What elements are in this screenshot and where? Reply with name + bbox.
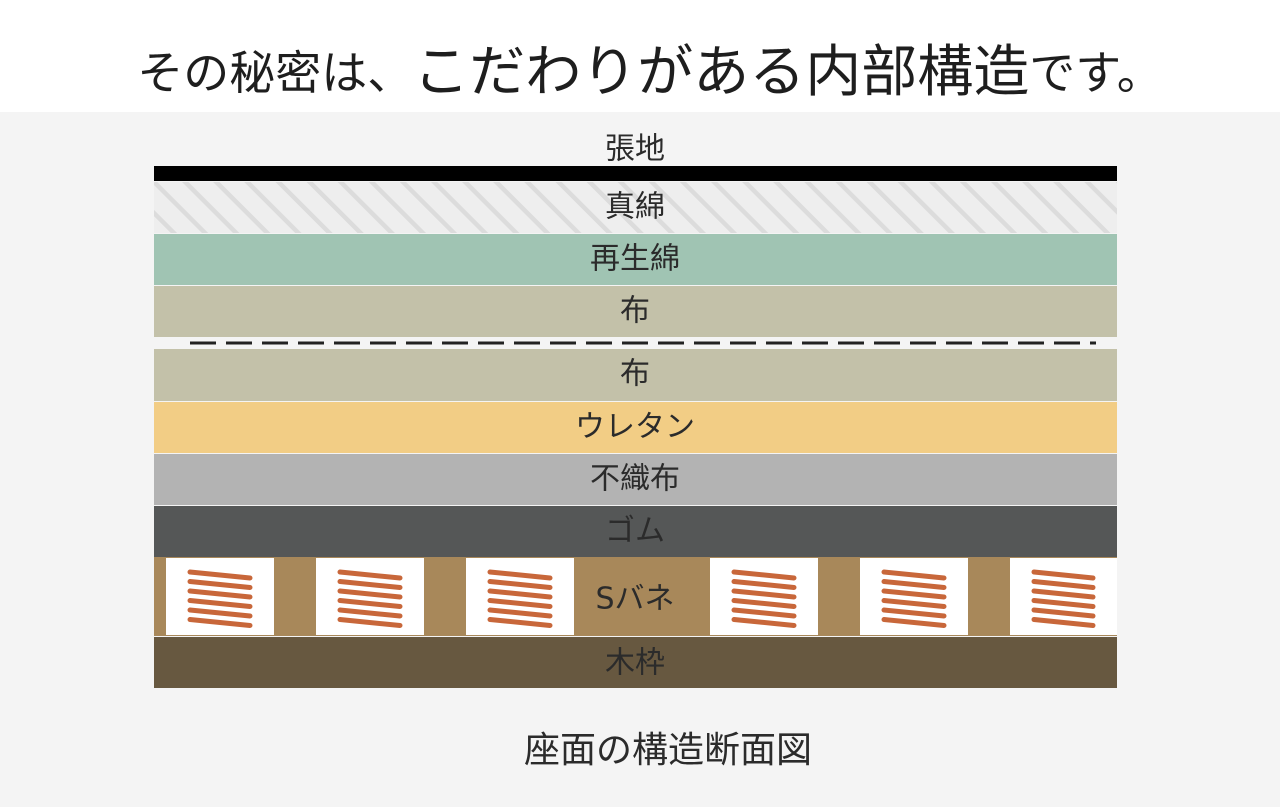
spring-coil xyxy=(881,569,947,581)
spring-coil xyxy=(1031,569,1096,581)
spring-coil xyxy=(487,617,553,628)
spring-coil xyxy=(1031,579,1096,590)
heading-part: その秘密は、 xyxy=(137,46,413,100)
layer-haricji xyxy=(154,166,1117,181)
spring-coil xyxy=(731,617,797,628)
spring-coil xyxy=(1031,598,1096,609)
spring-coil xyxy=(487,588,553,600)
spring-coil xyxy=(881,617,947,628)
layer-cloth xyxy=(154,286,1117,337)
header-bg xyxy=(0,0,1280,112)
spring-coil xyxy=(881,579,947,590)
heading-part: です。 xyxy=(1029,46,1162,100)
layer-cloth xyxy=(154,349,1117,401)
layer-nonwoven xyxy=(154,454,1117,505)
layer-label: 張地 xyxy=(605,132,665,167)
spring-coil xyxy=(1031,617,1096,628)
spring-coil xyxy=(187,617,253,628)
layer-label: 木枠 xyxy=(605,646,665,681)
layer-label: ゴム xyxy=(605,514,665,549)
layer-urethane xyxy=(154,402,1117,453)
spring-coil xyxy=(187,598,253,609)
spring-coil xyxy=(487,607,553,619)
spring-coil xyxy=(731,569,797,581)
caption: 座面の構造断面図 xyxy=(524,730,812,771)
spring-coil xyxy=(1031,588,1096,600)
layer-label: Sバネ xyxy=(595,582,674,617)
spring-coil xyxy=(881,598,947,609)
layer-label: ウレタン xyxy=(575,410,695,445)
layer-saiseimen xyxy=(154,234,1117,285)
spring-coil xyxy=(731,588,797,600)
spring-coil xyxy=(337,588,403,600)
layer-frame xyxy=(154,637,1117,688)
layer-label: 布 xyxy=(620,357,650,392)
spring-coil xyxy=(337,607,403,619)
spring-coil xyxy=(881,588,947,600)
heading-part: こだわりがある内部構造 xyxy=(413,40,1029,105)
spring-coil xyxy=(731,598,797,609)
spring-coil xyxy=(487,579,553,590)
spring-coil xyxy=(487,569,553,581)
spring-coil xyxy=(187,588,253,600)
spring-coil xyxy=(731,607,797,619)
spring-coil xyxy=(1031,607,1096,619)
spring-coil xyxy=(337,598,403,609)
heading: その秘密は、こだわりがある内部構造です。 xyxy=(137,40,1162,105)
spring-coil xyxy=(187,607,253,619)
layer-label: 布 xyxy=(620,294,650,329)
spring-coil xyxy=(337,579,403,590)
layer-rubber xyxy=(154,506,1117,557)
spring-coil xyxy=(881,607,947,619)
spring-coil xyxy=(337,569,403,581)
springs xyxy=(166,558,1117,635)
layer-mawata xyxy=(154,182,1117,233)
spring-coil xyxy=(187,579,253,590)
layer-label: 不織布 xyxy=(590,462,680,497)
spring-coil xyxy=(337,617,403,628)
spring-coil xyxy=(731,579,797,590)
layer-label: 再生綿 xyxy=(590,242,680,277)
spring-coil xyxy=(187,569,253,581)
spring-coil xyxy=(487,598,553,609)
layer-label: 真綿 xyxy=(605,190,665,225)
